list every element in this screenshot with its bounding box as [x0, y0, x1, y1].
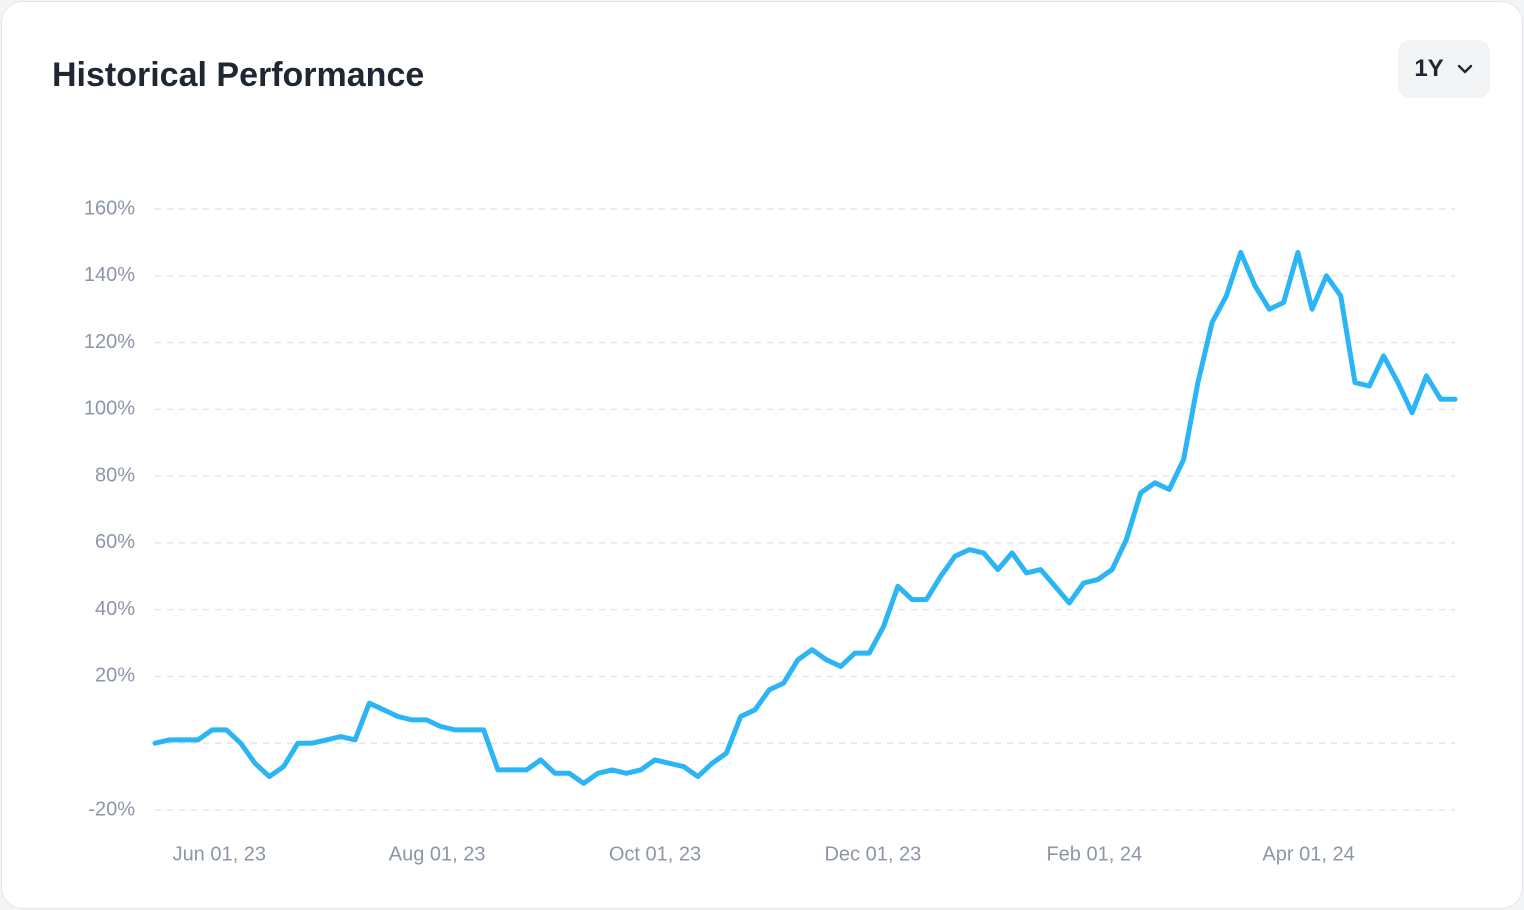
x-tick-label: Feb 01, 24 — [1046, 843, 1142, 865]
y-tick-label: -20% — [88, 798, 135, 820]
range-label: 1Y — [1414, 55, 1444, 82]
x-tick-label: Oct 01, 23 — [609, 843, 701, 865]
y-tick-label: 20% — [95, 665, 135, 687]
x-tick-label: Apr 01, 24 — [1262, 843, 1354, 865]
y-tick-label: 80% — [95, 464, 135, 486]
range-selector[interactable]: 1Y — [1398, 40, 1490, 98]
x-tick-label: Aug 01, 23 — [389, 843, 486, 865]
y-tick-label: 40% — [95, 598, 135, 620]
x-tick-label: Jun 01, 23 — [173, 843, 266, 865]
y-tick-label: 60% — [95, 531, 135, 553]
y-tick-label: 120% — [84, 331, 135, 353]
x-tick-label: Dec 01, 23 — [824, 843, 921, 865]
card-title: Historical Performance — [52, 56, 425, 94]
y-tick-label: 140% — [84, 264, 135, 286]
y-tick-label: 160% — [84, 197, 135, 219]
chevron-icon — [1457, 64, 1472, 74]
y-tick-label: 100% — [84, 398, 135, 420]
line — [152, 249, 1458, 786]
